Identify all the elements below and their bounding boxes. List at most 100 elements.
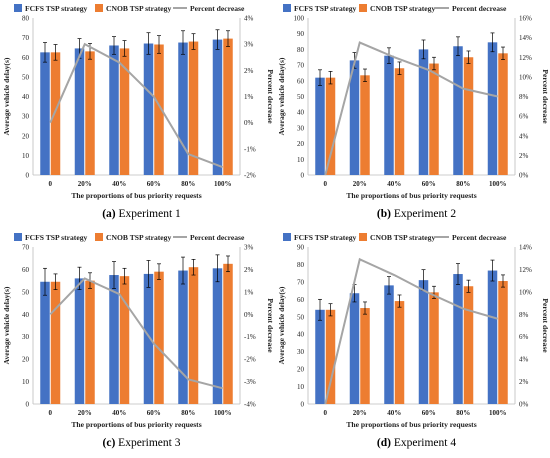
- bar-cnob: [360, 308, 370, 404]
- bar-fcfs: [109, 275, 119, 404]
- x-tick-label: 20%: [78, 409, 92, 417]
- x-axis-label: The proportions of bus priority requests: [346, 191, 476, 200]
- legend-label-cnob: CNOB TSP strategy: [106, 4, 171, 13]
- legend-swatch-cnob: [95, 233, 103, 241]
- y-axis-label: Average vehicle delay(s): [2, 286, 11, 364]
- x-tick-label: 0: [49, 180, 53, 188]
- bar-fcfs: [74, 48, 85, 176]
- x-tick-label: 80%: [456, 180, 470, 188]
- legend-swatch-fcfs: [283, 233, 291, 241]
- caption-text: Experiment 4: [394, 437, 457, 449]
- y2-tick-label: 2%: [519, 378, 529, 386]
- bar-cnob: [223, 263, 233, 404]
- chart-panel-1: FCFS TSP strategy CNOB TSP strategy Percen…: [2, 4, 275, 220]
- percent-decrease-line: [324, 257, 499, 405]
- y-tick-label: 20: [22, 356, 30, 364]
- y-tick-label: 70: [297, 278, 305, 286]
- bar-cnob: [429, 292, 439, 404]
- x-tick-label: 20%: [353, 180, 367, 188]
- chart-panel-4: FCFS TSP strategy CNOB TSP strategy Percen…: [277, 233, 550, 449]
- x-tick-label: 100%: [214, 409, 232, 417]
- caption-prefix: (a): [102, 208, 118, 220]
- legend-label-cnob: CNOB TSP strategy: [370, 4, 435, 13]
- y-tick-label: 10: [22, 378, 30, 386]
- y-tick-label: 60: [22, 266, 30, 274]
- y2-tick-label: -1%: [244, 333, 256, 341]
- percent-decrease-line: [49, 277, 224, 390]
- y2-axis-label: Percent decrease: [266, 69, 275, 124]
- legend-label-pct: Percent decrease: [190, 4, 245, 13]
- y2-tick-label: 2%: [519, 152, 529, 160]
- bar-fcfs: [40, 281, 50, 404]
- y2-tick-label: 8%: [519, 93, 529, 101]
- y-tick-label: 20: [297, 140, 305, 148]
- bar-cnob: [119, 276, 130, 404]
- bar-cnob: [119, 48, 130, 176]
- legend-label-fcfs: FCFS TSP strategy: [25, 4, 87, 13]
- y2-axis-label: Percent decrease: [541, 298, 550, 353]
- bar-fcfs: [178, 42, 188, 175]
- y-tick-label: 40: [22, 93, 30, 101]
- bar-cnob: [498, 281, 508, 404]
- x-tick-label: 100%: [489, 180, 507, 188]
- legend-label-pct: Percent decrease: [452, 4, 507, 13]
- legend-label-fcfs: FCFS TSP strategy: [25, 233, 87, 242]
- y-tick-label: 30: [22, 333, 30, 341]
- y2-tick-label: 3%: [244, 41, 254, 49]
- y-tick-label: 20: [297, 366, 305, 374]
- bar-cnob: [394, 301, 405, 404]
- y2-tick-label: -3%: [244, 378, 256, 386]
- y2-tick-label: 4%: [519, 132, 529, 140]
- x-tick-label: 40%: [112, 409, 126, 417]
- x-tick-label: 20%: [78, 180, 92, 188]
- y-tick-label: 60: [22, 54, 30, 62]
- x-tick-label: 40%: [112, 180, 126, 188]
- bar-fcfs: [315, 77, 325, 175]
- y-tick-label: 30: [22, 113, 30, 121]
- bar-fcfs: [453, 46, 463, 176]
- y-tick-label: 80: [297, 261, 305, 269]
- bar-cnob: [154, 44, 164, 176]
- x-axis-label: The proportions of bus priority requests: [71, 191, 201, 200]
- y2-tick-label: 4%: [519, 356, 529, 364]
- chart-panel-3: FCFS TSP strategy CNOB TSP strategy Percen…: [2, 233, 275, 449]
- bar-cnob: [325, 309, 336, 404]
- bar-fcfs: [349, 293, 360, 404]
- chart-panel-2: FCFS TSP strategy CNOB TSP strategy Percen…: [277, 4, 550, 220]
- y-tick-label: 100: [294, 15, 305, 23]
- legend-swatch-cnob: [95, 4, 103, 12]
- bar-cnob: [325, 77, 336, 175]
- bar-fcfs: [487, 42, 498, 176]
- caption-prefix: (b): [377, 208, 394, 220]
- bar-fcfs: [418, 280, 429, 404]
- x-tick-label: 40%: [387, 180, 401, 188]
- y2-tick-label: 6%: [519, 113, 529, 121]
- y2-tick-label: 12%: [519, 266, 532, 274]
- y-tick-label: 40: [22, 311, 30, 319]
- bar-cnob: [498, 53, 508, 176]
- bar-fcfs: [143, 273, 154, 404]
- y2-axis-label: Percent decrease: [266, 298, 275, 353]
- x-tick-label: 40%: [387, 409, 401, 417]
- y2-tick-label: 0%: [519, 401, 529, 409]
- bar-cnob: [50, 281, 61, 404]
- bar-fcfs: [453, 274, 463, 404]
- y2-tick-label: 14%: [519, 34, 532, 42]
- bar-fcfs: [487, 270, 498, 404]
- bar-fcfs: [143, 43, 154, 176]
- y-tick-label: 30: [297, 348, 305, 356]
- percent-decrease-line: [324, 41, 498, 176]
- percent-decrease-line: [49, 42, 224, 169]
- y2-tick-label: 16%: [519, 15, 532, 23]
- bar-fcfs: [109, 45, 119, 175]
- x-tick-label: 20%: [353, 409, 367, 417]
- bar-fcfs: [418, 49, 429, 175]
- bar-cnob: [429, 63, 439, 175]
- x-tick-label: 60%: [147, 409, 161, 417]
- bar-fcfs: [349, 60, 360, 175]
- y2-tick-label: -2%: [244, 356, 256, 364]
- y2-tick-label: 1%: [244, 93, 254, 101]
- bar-cnob: [188, 41, 199, 175]
- y-axis-label: Average vehicle delay(s): [277, 57, 286, 135]
